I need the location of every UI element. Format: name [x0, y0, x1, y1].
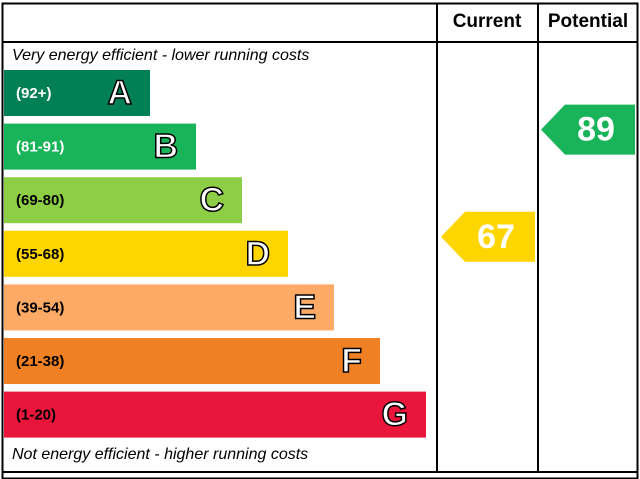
potential-arrow — [541, 104, 635, 155]
band-letter: A — [107, 74, 132, 112]
band-range: (1-20) — [16, 407, 56, 424]
band-letter: D — [245, 235, 270, 273]
band-range: (81-91) — [16, 139, 64, 156]
current-arrow — [441, 211, 535, 262]
current-header: Current — [453, 11, 522, 32]
band-bar — [4, 338, 380, 384]
band-letter: C — [199, 181, 224, 219]
bottom-note: Not energy efficient - higher running co… — [12, 446, 308, 463]
band-bar — [4, 70, 150, 116]
band-range: (92+) — [16, 85, 51, 102]
potential-header: Potential — [548, 11, 628, 32]
band-bar — [4, 177, 242, 224]
band-range: (55-68) — [16, 246, 64, 263]
band-bar — [4, 123, 196, 170]
top-note: Very energy efficient - lower running co… — [12, 47, 309, 64]
potential-value: 89 — [577, 111, 615, 149]
band-bar — [4, 284, 334, 331]
band-letter: B — [153, 128, 178, 166]
current-value: 67 — [477, 218, 515, 256]
band-letter: F — [341, 342, 362, 380]
band-range: (39-54) — [16, 299, 64, 316]
band-bar — [4, 230, 288, 277]
band-range: (69-80) — [16, 192, 64, 209]
band-letter: E — [293, 288, 316, 326]
band-bar — [4, 391, 426, 438]
band-range: (21-38) — [16, 353, 64, 370]
band-letter: G — [382, 396, 408, 434]
